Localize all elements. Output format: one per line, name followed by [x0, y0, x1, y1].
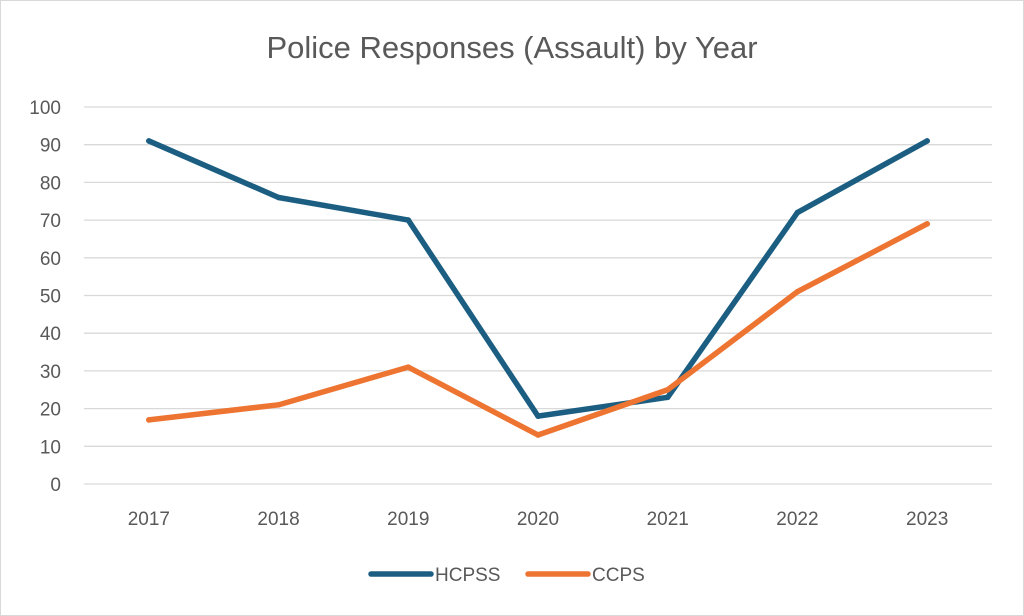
- data-point: [535, 432, 541, 438]
- y-axis-ticks: 0 10 20 30 40 50 60 70 80 90 100: [29, 98, 61, 496]
- x-tick-label: 2022: [776, 509, 818, 530]
- legend-item-hcpss: HCPSS: [368, 565, 500, 586]
- series-hcpss: [146, 138, 930, 419]
- data-point: [664, 394, 671, 401]
- y-tick-label: 70: [40, 211, 61, 232]
- y-tick-label: 100: [29, 98, 61, 119]
- x-tick-label: 2019: [387, 509, 429, 530]
- data-point: [924, 138, 930, 144]
- data-point: [146, 417, 152, 423]
- series-ccps: [146, 221, 930, 438]
- data-point: [924, 221, 930, 227]
- data-point: [794, 288, 801, 295]
- x-tick-label: 2017: [128, 509, 170, 530]
- y-tick-label: 80: [40, 173, 61, 194]
- data-point: [275, 402, 282, 408]
- x-tick-label: 2018: [257, 509, 299, 530]
- y-tick-label: 20: [40, 400, 61, 421]
- data-point: [275, 194, 282, 201]
- series-line-ccps: [146, 221, 930, 438]
- y-tick-label: 90: [40, 136, 61, 157]
- y-tick-label: 30: [40, 362, 61, 383]
- data-point: [146, 138, 152, 144]
- legend: HCPSS CCPS: [368, 565, 645, 586]
- y-tick-label: 60: [40, 249, 61, 270]
- x-tick-label: 2020: [517, 509, 559, 530]
- gridlines: [84, 106, 992, 485]
- y-tick-label: 50: [40, 287, 61, 308]
- data-point: [405, 364, 412, 370]
- chart-title: Police Responses (Assault) by Year: [266, 30, 757, 65]
- data-point: [664, 386, 671, 393]
- x-axis-ticks: 2017 2018 2019 2020 2021 2022 2023: [128, 509, 949, 530]
- legend-item-ccps: CCPS: [525, 565, 645, 586]
- data-point: [794, 209, 801, 216]
- data-point: [535, 413, 541, 419]
- legend-label: HCPSS: [435, 565, 500, 586]
- y-tick-label: 10: [40, 437, 61, 458]
- y-tick-label: 40: [40, 324, 61, 345]
- x-tick-label: 2023: [906, 509, 948, 530]
- series-lines: [146, 138, 930, 438]
- legend-label: CCPS: [592, 565, 645, 586]
- x-tick-label: 2021: [647, 509, 689, 530]
- y-tick-label: 0: [50, 475, 61, 496]
- data-point: [405, 217, 412, 223]
